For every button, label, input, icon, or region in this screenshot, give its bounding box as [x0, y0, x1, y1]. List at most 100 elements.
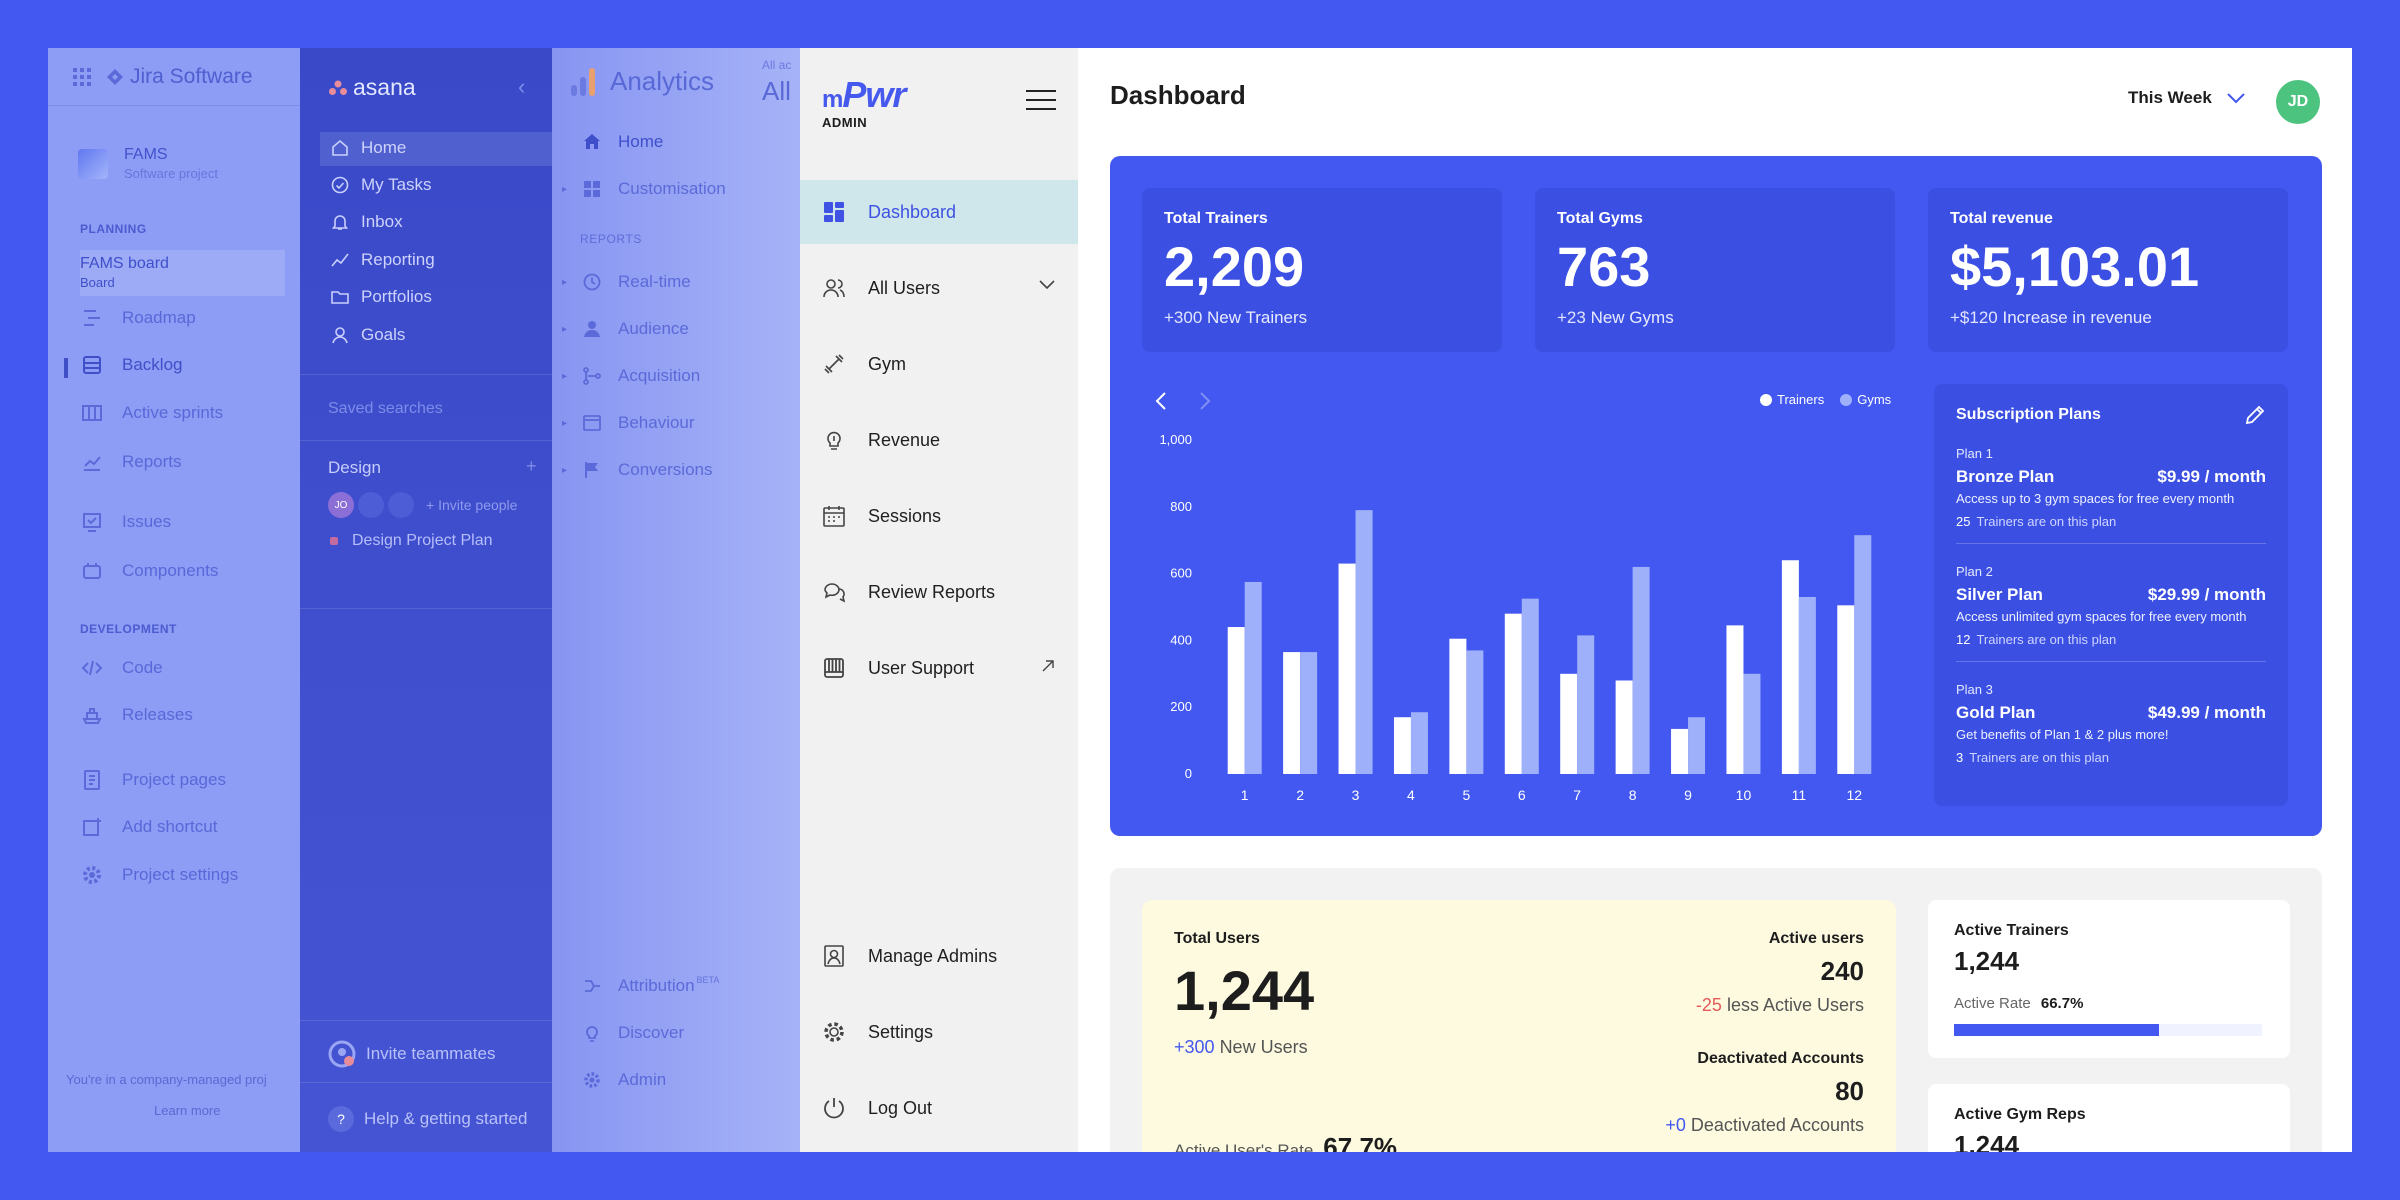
nav-manage-admins[interactable]: Manage Admins — [800, 924, 1078, 988]
project-item[interactable]: Design Project Plan — [330, 532, 493, 550]
invite-teammates-button[interactable]: Invite teammates — [328, 1040, 495, 1068]
bar-gyms-8[interactable] — [1632, 566, 1650, 774]
jira-item-backlog[interactable]: Backlog — [80, 353, 182, 377]
asana-item-goals[interactable]: Goals — [330, 325, 405, 345]
active-gym-reps-card[interactable]: Active Gym Reps 1,244 — [1928, 1084, 2290, 1152]
bar-gyms-5[interactable] — [1466, 650, 1484, 774]
asana-logo[interactable]: asana — [328, 74, 416, 101]
bar-trainers-2[interactable] — [1283, 652, 1301, 774]
jira-item-components[interactable]: Components — [80, 559, 218, 583]
analytics-item-label: Home — [618, 132, 664, 151]
asana-item-inbox[interactable]: Inbox — [330, 212, 403, 232]
analytics-item-home[interactable]: Home — [582, 132, 663, 152]
analytics-item-conversions[interactable]: ▸ Conversions — [562, 460, 713, 480]
stat-card-gyms[interactable]: Total Gyms 763 +23 New Gyms — [1535, 188, 1895, 352]
analytics-item-customisation[interactable]: ▸ Customisation — [562, 179, 726, 199]
chevron-right-icon[interactable] — [1198, 390, 1212, 412]
bar-gyms-4[interactable] — [1410, 712, 1428, 774]
bar-gyms-7[interactable] — [1577, 635, 1595, 774]
asana-item-portfolios[interactable]: Portfolios — [330, 287, 432, 307]
user-avatar[interactable]: JD — [2276, 80, 2320, 124]
nav-log-out[interactable]: Log Out — [800, 1076, 1078, 1140]
asana-item-reporting[interactable]: Reporting — [330, 250, 435, 270]
add-icon[interactable]: + — [526, 456, 537, 476]
chevron-left-icon[interactable] — [1154, 390, 1168, 412]
analytics-item-acquisition[interactable]: ▸ Acquisition — [562, 366, 700, 386]
jira-item-add-shortcut[interactable]: Add shortcut — [80, 815, 217, 839]
total-users-card[interactable]: Total Users 1,244 +300 New Users Active … — [1142, 900, 1896, 1152]
brand-logo[interactable]: mPwr ADMIN — [822, 77, 906, 131]
jira-learn-more[interactable]: Learn more — [154, 1103, 221, 1118]
analytics-item-discover[interactable]: Discover — [582, 1023, 684, 1043]
bar-trainers-7[interactable] — [1560, 673, 1578, 774]
collapse-icon[interactable]: ‹ — [518, 74, 526, 99]
nav-gym[interactable]: Gym — [800, 332, 1078, 396]
jira-item-project-pages[interactable]: Project pages — [80, 768, 226, 792]
jira-item-roadmap[interactable]: Roadmap — [80, 306, 196, 330]
team-name[interactable]: Design — [328, 458, 381, 477]
plan-item[interactable]: Plan 1 Bronze Plan $9.99 / month Access u… — [1956, 426, 2266, 544]
chevron-down-icon[interactable] — [1038, 278, 1056, 290]
account-big[interactable]: All — [762, 76, 791, 106]
bar-gyms-11[interactable] — [1798, 596, 1816, 774]
bar-gyms-6[interactable] — [1521, 598, 1539, 774]
bar-gyms-2[interactable] — [1300, 652, 1318, 774]
nav-all-users[interactable]: All Users — [800, 256, 1078, 320]
plan-item[interactable]: Plan 3 Gold Plan $49.99 / month Get benef… — [1956, 662, 2266, 779]
menu-toggle-icon[interactable] — [1026, 90, 1056, 116]
bar-trainers-10[interactable] — [1726, 625, 1744, 774]
avatar[interactable] — [358, 492, 384, 518]
bar-trainers-8[interactable] — [1615, 680, 1633, 774]
bar-trainers-6[interactable] — [1504, 613, 1522, 774]
nav-user-support[interactable]: User Support — [800, 636, 1078, 700]
jira-item-project-settings[interactable]: Project settings — [80, 863, 238, 887]
bar-trainers-12[interactable] — [1837, 605, 1855, 774]
invite-people-link[interactable]: + Invite people — [426, 497, 518, 513]
analytics-item-attribution[interactable]: Attribution BETA — [582, 975, 719, 996]
analytics-item-audience[interactable]: ▸ Audience — [562, 319, 689, 339]
jira-item-reports[interactable]: Reports — [80, 450, 182, 474]
external-link-icon[interactable] — [1040, 658, 1056, 674]
saved-searches[interactable]: Saved searches — [328, 400, 443, 417]
analytics-header[interactable]: Analytics — [570, 66, 714, 97]
nav-dashboard[interactable]: Dashboard — [800, 180, 1078, 244]
bar-gyms-10[interactable] — [1743, 673, 1761, 774]
bar-trainers-9[interactable] — [1671, 728, 1689, 774]
plan-item[interactable]: Plan 2 Silver Plan $29.99 / month Access … — [1956, 544, 2266, 662]
bar-trainers-5[interactable] — [1449, 638, 1467, 774]
analytics-item-behaviour[interactable]: ▸ Behaviour — [562, 413, 695, 433]
jira-item-issues[interactable]: Issues — [80, 510, 171, 534]
bar-gyms-12[interactable] — [1854, 535, 1872, 774]
asana-item-my-tasks[interactable]: My Tasks — [330, 175, 432, 195]
bar-trainers-3[interactable] — [1338, 563, 1356, 774]
nav-revenue[interactable]: Revenue — [800, 408, 1078, 472]
y-tick-label: 200 — [1170, 699, 1192, 714]
board-item[interactable]: FAMS board Board — [80, 250, 285, 296]
jira-item-releases[interactable]: Releases — [80, 703, 193, 727]
app-grid-icon[interactable] — [72, 67, 92, 87]
analytics-item-realtime[interactable]: ▸ Real-time — [562, 272, 691, 292]
bar-gyms-3[interactable] — [1355, 510, 1373, 774]
help-button[interactable]: ? Help & getting started — [328, 1106, 527, 1132]
bar-gyms-1[interactable] — [1244, 581, 1262, 774]
jira-item-active-sprints[interactable]: Active sprints — [80, 401, 223, 425]
stat-card-revenue[interactable]: Total revenue $5,103.01 +$120 Increase i… — [1928, 188, 2288, 352]
avatar[interactable]: JO — [328, 492, 354, 518]
analytics-item-admin[interactable]: Admin — [582, 1070, 666, 1090]
nav-review-reports[interactable]: Review Reports — [800, 560, 1078, 624]
bar-gyms-9[interactable] — [1688, 717, 1706, 774]
jira-project[interactable]: FAMS Software project — [78, 146, 218, 181]
jira-item-code[interactable]: Code — [80, 656, 163, 680]
bar-trainers-1[interactable] — [1227, 627, 1245, 774]
nav-sessions[interactable]: Sessions — [800, 484, 1078, 548]
bar-trainers-4[interactable] — [1393, 717, 1411, 774]
pencil-icon[interactable] — [2244, 404, 2266, 426]
nav-settings[interactable]: Settings — [800, 1000, 1078, 1064]
stat-card-trainers[interactable]: Total Trainers 2,209 +300 New Trainers — [1142, 188, 1502, 352]
bar-trainers-11[interactable] — [1781, 560, 1799, 774]
active-trainers-card[interactable]: Active Trainers 1,244 Active Rate 66.7% — [1928, 900, 2290, 1058]
avatar[interactable] — [388, 492, 414, 518]
period-select[interactable]: This Week — [2128, 88, 2246, 108]
jira-logo[interactable]: Jira Software — [106, 65, 253, 89]
asana-item-home[interactable]: Home — [330, 138, 406, 158]
